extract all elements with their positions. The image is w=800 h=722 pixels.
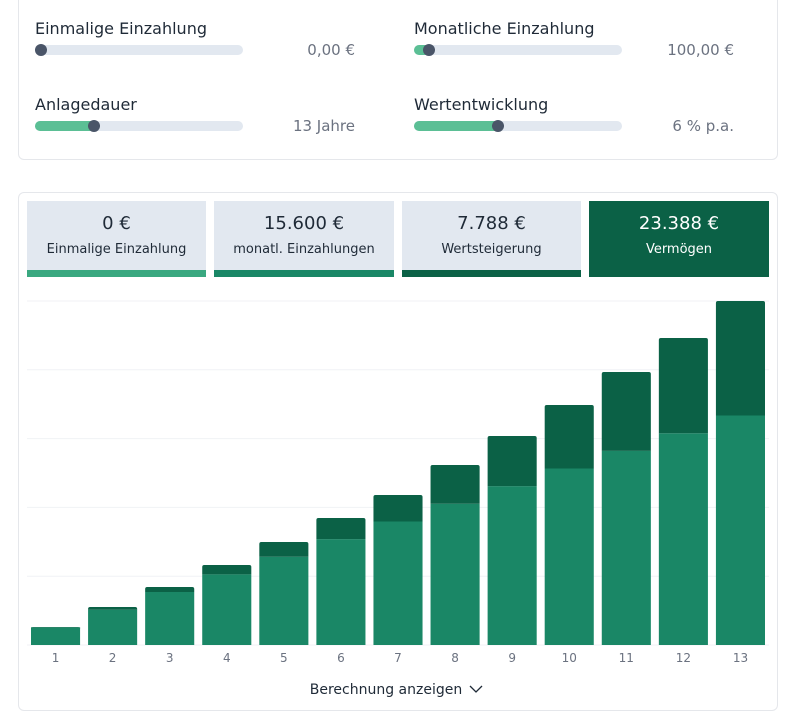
bar-segment [88,609,138,645]
summary-value: 15.600 € [263,213,345,234]
bar-segment [316,518,366,540]
controls-panel [18,0,778,160]
toggle-link[interactable]: Berechnung anzeigen [310,682,462,698]
summary-box: 0 € Einmalige Einzahlung [27,201,206,277]
summary-box: 23.388 € Vermögen [589,201,769,277]
slider-label: Monatliche Einzahlung [414,19,595,38]
bar-segment [202,565,252,575]
bar-segment [487,486,537,645]
slider-knob[interactable] [88,120,100,132]
bar-segment [430,503,480,645]
slider-group: Monatliche Einzahlung 100,00 € [414,19,734,79]
x-tick-label: 7 [394,651,402,665]
slider[interactable] [35,120,243,132]
summary-value: 0 € [102,213,131,234]
bar-segment [601,450,651,645]
summary-value: 23.388 € [638,213,720,234]
slider-value: 0,00 € [307,41,355,59]
slider-knob[interactable] [35,44,47,56]
slider-group: Einmalige Einzahlung 0,00 € [35,19,355,79]
slider-group: Wertentwicklung 6 % p.a. [414,95,734,155]
bar-segment [601,371,651,451]
summary-label: monatl. Einzahlungen [233,242,375,257]
summary-stripe [402,270,581,277]
bar-segment [145,592,195,645]
slider-fill [35,121,99,131]
x-tick-label: 12 [676,651,691,665]
bar-segment [658,337,708,434]
x-tick-label: 8 [451,651,459,665]
slider[interactable] [35,44,243,56]
bar-segment [259,541,309,557]
chart-panel [18,192,778,711]
bar-segment [31,626,81,629]
bar-segment [88,607,138,610]
x-tick-label: 1 [52,651,60,665]
summary-stripe [214,270,394,277]
summary-value: 7.788 € [457,213,526,234]
x-tick-label: 9 [508,651,516,665]
x-tick-label: 3 [166,651,174,665]
x-tick-label: 6 [337,651,345,665]
x-tick-label: 2 [109,651,117,665]
x-tick-label: 10 [562,651,577,665]
bar-segment [259,556,309,645]
bar-segment [316,539,366,645]
slider-knob[interactable] [492,120,504,132]
slider-knob[interactable] [423,44,435,56]
bar-segment [202,574,252,645]
summary-stripe [27,270,206,277]
chevron-icon[interactable] [469,685,483,693]
x-tick-label: 4 [223,651,231,665]
bar-segment [373,521,423,645]
slider-label: Wertentwicklung [414,95,549,114]
summary-box: 15.600 € monatl. Einzahlungen [214,201,394,277]
x-tick-label: 5 [280,651,288,665]
summary-box: 7.788 € Wertsteigerung [402,201,581,277]
bar-segment [373,494,423,522]
slider-label: Einmalige Einzahlung [35,19,207,38]
summary-label: Vermögen [645,242,713,257]
slider-group: Anlagedauer 13 Jahre [35,95,355,155]
bar-segment [430,464,480,504]
bar-segment [31,627,81,645]
slider-value: 6 % p.a. [672,117,734,135]
summary-label: Einmalige Einzahlung [46,242,187,257]
bar-segment [715,301,765,416]
slider-label: Anlagedauer [35,95,137,114]
slider-fill [414,121,502,131]
bar-segment [544,468,594,645]
bar-segment [715,415,765,645]
bar-segment [487,435,537,487]
bar-segment [658,433,708,645]
bar-segment [145,587,195,593]
slider[interactable] [414,44,622,56]
summary-label: Wertsteigerung [441,242,542,257]
bar-segment [544,405,594,469]
x-tick-label: 13 [733,651,748,665]
slider[interactable] [414,120,622,132]
slider-value: 13 Jahre [292,117,355,135]
slider-value: 100,00 € [667,41,734,59]
x-tick-label: 11 [619,651,634,665]
